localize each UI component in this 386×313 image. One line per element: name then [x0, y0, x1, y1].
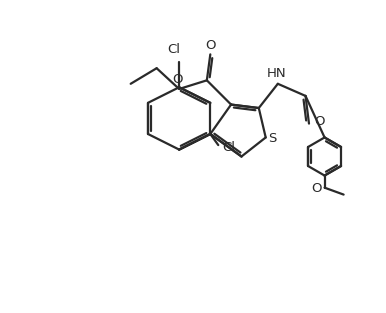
Text: Cl: Cl: [222, 141, 235, 154]
Text: S: S: [269, 132, 277, 145]
Text: Cl: Cl: [167, 43, 180, 56]
Text: O: O: [314, 115, 325, 128]
Text: O: O: [172, 73, 183, 85]
Text: HN: HN: [266, 67, 286, 80]
Text: O: O: [311, 182, 322, 195]
Text: O: O: [205, 39, 215, 52]
